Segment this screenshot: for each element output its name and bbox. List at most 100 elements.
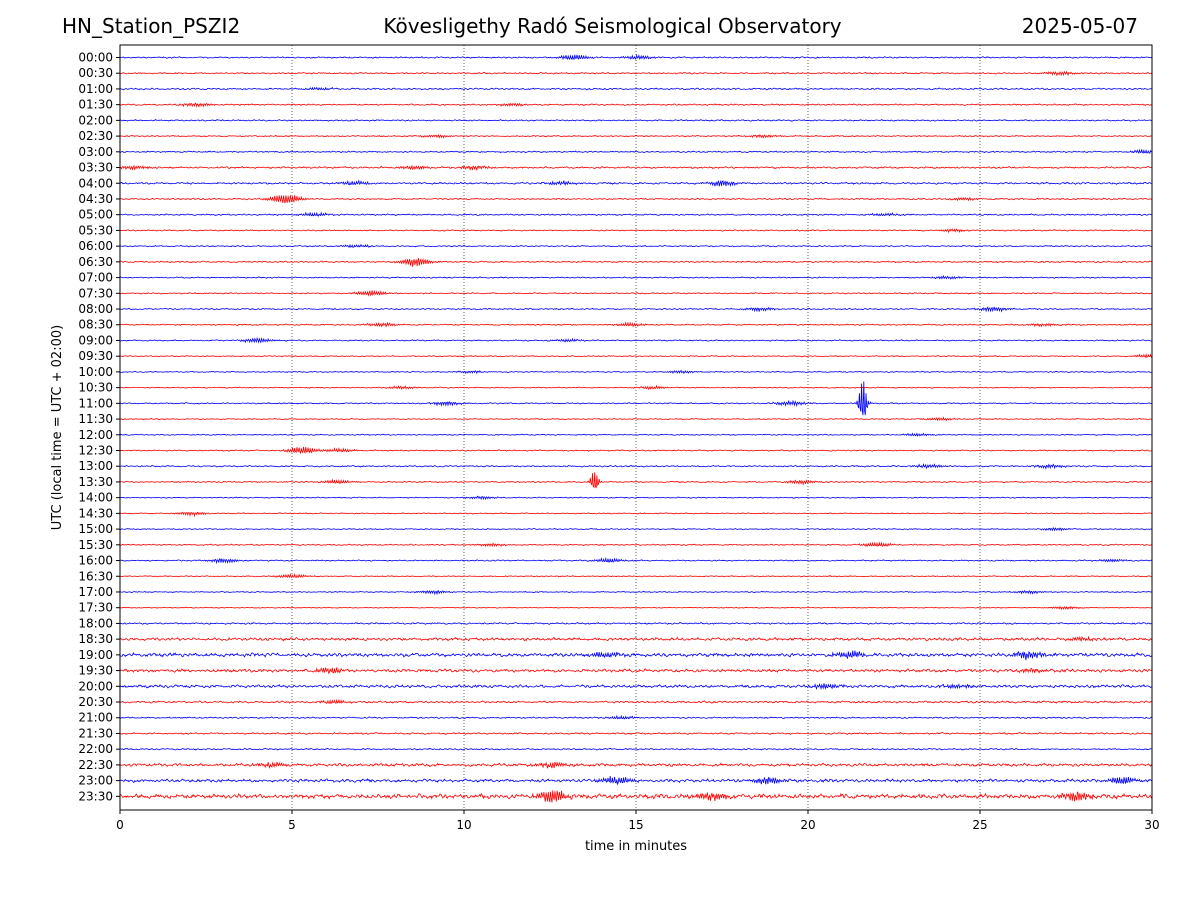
plot-frame <box>119 44 1153 811</box>
trace-2200 <box>119 747 1153 751</box>
x-tick-label: 20 <box>800 818 815 832</box>
y-tick-label: 06:30 <box>78 255 113 269</box>
trace-0530 <box>119 228 1153 234</box>
y-tick-label: 04:00 <box>78 176 113 190</box>
y-tick-label: 12:00 <box>78 428 113 442</box>
y-tick-label: 17:30 <box>78 601 113 615</box>
trace-2030 <box>119 698 1153 704</box>
y-tick-label: 21:00 <box>78 711 113 725</box>
y-tick-label: 11:30 <box>78 412 113 426</box>
trace-1930 <box>119 667 1153 674</box>
y-tick-label: 07:00 <box>78 271 113 285</box>
y-tick-label: 09:30 <box>78 349 113 363</box>
y-tick-label: 17:00 <box>78 585 113 599</box>
y-tick-label: 08:00 <box>78 302 113 316</box>
trace-0330 <box>119 164 1152 171</box>
y-tick-label: 14:00 <box>78 491 113 505</box>
y-tick-label: 16:00 <box>78 554 113 568</box>
trace-1330 <box>119 472 1153 489</box>
x-axis-ticks: 0 5 10 15 20 25 30 <box>116 810 1160 832</box>
y-tick-label: 19:30 <box>78 664 113 678</box>
y-tick-label: 06:00 <box>78 239 113 253</box>
trace-0030 <box>119 70 1153 77</box>
y-tick-label: 01:30 <box>78 98 113 112</box>
y-tick-label: 15:30 <box>78 538 113 552</box>
y-tick-label: 16:30 <box>78 569 113 583</box>
y-tick-label: 19:00 <box>78 648 113 662</box>
y-tick-label: 15:00 <box>78 522 113 536</box>
y-tick-label: 00:00 <box>78 51 113 65</box>
y-tick-label: 08:30 <box>78 318 113 332</box>
trace-0700 <box>119 275 1153 280</box>
trace-1000 <box>119 369 1152 375</box>
trace-1900 <box>119 650 1153 661</box>
y-tick-label: 13:00 <box>78 459 113 473</box>
trace-1100 <box>119 381 1153 416</box>
x-tick-label: 5 <box>288 818 296 832</box>
y-tick-label: 23:00 <box>78 774 113 788</box>
y-tick-label: 05:00 <box>78 208 113 222</box>
y-tick-label: 11:00 <box>78 396 113 410</box>
trace-1030 <box>119 384 1153 390</box>
y-tick-label: 01:00 <box>78 82 113 96</box>
observatory-title: Kövesligethy Radó Seismological Observat… <box>383 14 842 38</box>
trace-0230 <box>119 134 1153 139</box>
trace-1730 <box>119 605 1153 611</box>
trace-0600 <box>119 243 1153 248</box>
y-tick-label: 22:00 <box>78 742 113 756</box>
y-tick-label: 03:00 <box>78 145 113 159</box>
trace-0430 <box>119 195 1153 204</box>
x-tick-label: 30 <box>1144 818 1159 832</box>
y-tick-label: 20:00 <box>78 679 113 693</box>
trace-1130 <box>119 416 1153 422</box>
x-tick-label: 10 <box>456 818 471 832</box>
y-tick-label: 02:30 <box>78 129 113 143</box>
x-tick-label: 15 <box>628 818 643 832</box>
x-tick-label: 0 <box>116 818 124 832</box>
y-tick-label: 10:00 <box>78 365 113 379</box>
trace-2130 <box>119 731 1153 735</box>
trace-1800 <box>119 622 1153 625</box>
trace-0730 <box>119 289 1153 297</box>
x-tick-label: 25 <box>972 818 987 832</box>
trace-1830 <box>119 635 1153 643</box>
trace-1600 <box>119 557 1153 565</box>
trace-0400 <box>119 179 1153 188</box>
station-name: HN_Station_PSZI2 <box>62 14 241 38</box>
trace-1300 <box>119 462 1153 470</box>
record-date: 2025-05-07 <box>1021 14 1138 38</box>
vertical-gridlines <box>291 45 981 810</box>
y-tick-label: 02:00 <box>78 113 113 127</box>
seismic-traces <box>119 53 1153 803</box>
trace-1500 <box>119 526 1153 532</box>
trace-2300 <box>119 775 1153 786</box>
y-tick-label: 18:00 <box>78 616 113 630</box>
y-tick-label: 04:30 <box>78 192 113 206</box>
y-tick-label: 18:30 <box>78 632 113 646</box>
y-tick-label: 00:30 <box>78 66 113 80</box>
trace-1400 <box>119 495 1153 501</box>
y-tick-label: 09:00 <box>78 333 113 347</box>
y-tick-label: 20:30 <box>78 695 113 709</box>
trace-0800 <box>119 306 1153 313</box>
y-tick-label: 12:30 <box>78 444 113 458</box>
trace-0930 <box>119 352 1153 358</box>
trace-1430 <box>119 511 1153 518</box>
y-tick-label: 13:30 <box>78 475 113 489</box>
y-tick-label: 05:30 <box>78 223 113 237</box>
trace-0200 <box>119 119 1153 122</box>
trace-2100 <box>119 714 1153 720</box>
trace-1700 <box>119 589 1153 596</box>
trace-0000 <box>119 53 1153 61</box>
x-axis-label: time in minutes <box>585 839 687 854</box>
y-tick-label: 10:30 <box>78 381 113 395</box>
trace-0100 <box>119 86 1153 91</box>
trace-0900 <box>119 336 1153 344</box>
y-tick-label: 22:30 <box>78 758 113 772</box>
trace-0630 <box>119 257 1153 267</box>
trace-0130 <box>119 102 1153 108</box>
y-tick-label: 07:30 <box>78 286 113 300</box>
trace-2330 <box>119 790 1153 803</box>
